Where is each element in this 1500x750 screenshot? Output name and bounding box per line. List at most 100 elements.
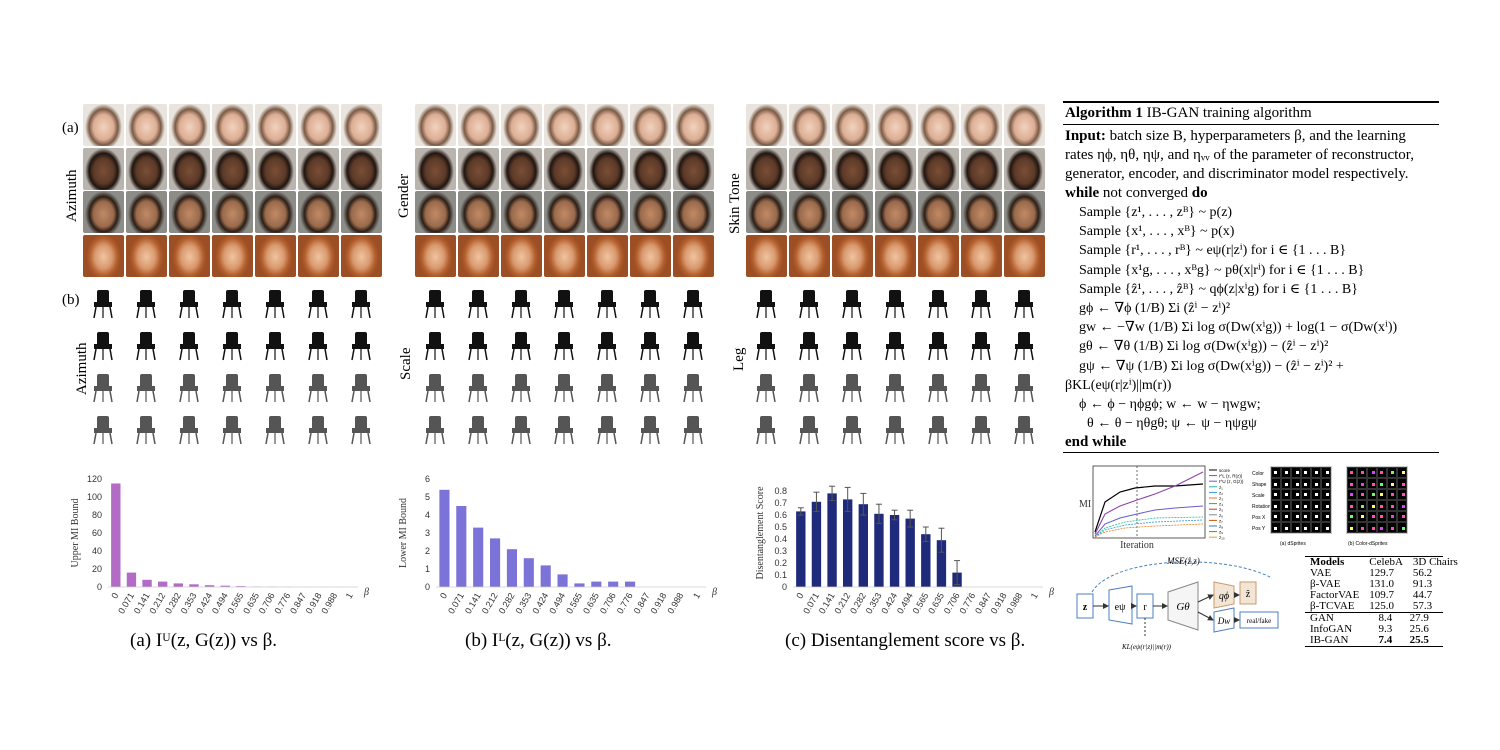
table-cell: 56.2	[1412, 567, 1433, 579]
dsprite-cell	[1301, 478, 1311, 489]
end-while-keyword: end while	[1065, 434, 1127, 450]
face-thumbnail	[341, 104, 382, 146]
chair-thumbnail	[1014, 416, 1034, 445]
caption-upper-mi: (a) Iᵁ(z, G(z)) vs β.	[130, 630, 277, 651]
bar	[189, 584, 199, 587]
discriminator-node-label: Dw	[1217, 616, 1231, 626]
chair-thumbnail	[756, 332, 776, 361]
dsprite-cell	[1387, 511, 1397, 522]
chair-thumbnail	[265, 416, 285, 445]
table-cell: β-TCVAE	[1310, 600, 1355, 612]
mi-legend-entry: z₇	[1219, 518, 1223, 523]
chair-thumbnail	[928, 332, 948, 361]
chair-thumbnail	[425, 332, 445, 361]
bar	[936, 540, 947, 587]
algorithm-line: ϕ ← ϕ − ηϕgϕ; w ← w − ηwgw;	[1079, 397, 1261, 412]
face-thumbnail	[746, 104, 787, 146]
real-fake-node	[1239, 611, 1279, 629]
x-tick-label: 0.141	[463, 591, 483, 616]
mi-legend-entry: z₉	[1219, 530, 1223, 535]
face-thumbnail	[630, 235, 671, 277]
table-cell: 57.3	[1412, 600, 1433, 612]
dsprites-row-labels: Color Shape Scale Rotation Pos X Pos Y	[1252, 469, 1271, 535]
x-tick-label: 0.212	[480, 591, 500, 616]
dsprite-cell	[1301, 522, 1311, 533]
input-keyword: Input:	[1065, 128, 1106, 144]
dsprite-cell	[1301, 467, 1311, 478]
face-thumbnail	[673, 191, 714, 233]
face-thumbnail	[298, 235, 339, 277]
dsprite-cell	[1321, 511, 1331, 522]
face-thumbnail	[789, 191, 830, 233]
table-cell: 27.9	[1409, 612, 1429, 624]
z-node-label: z	[1083, 602, 1088, 613]
face-thumbnail	[832, 235, 873, 277]
face-thumbnail	[1004, 235, 1045, 277]
face-thumbnail	[415, 235, 456, 277]
face-thumbnail	[544, 191, 585, 233]
algorithm-mid-rule	[1063, 124, 1439, 125]
table-cell: 25.5	[1409, 634, 1429, 646]
face-thumbnail	[126, 191, 167, 233]
face-thumbnail	[169, 191, 210, 233]
chair-thumbnail	[885, 416, 905, 445]
bar	[204, 585, 215, 587]
dsprite-cell	[1377, 522, 1387, 533]
dsprite-cell	[1271, 522, 1281, 533]
bar	[126, 572, 137, 587]
chair-thumbnail	[308, 332, 328, 361]
bar	[608, 581, 619, 587]
chair-thumbnail	[554, 332, 574, 361]
chair-thumbnail	[1014, 332, 1034, 361]
chair-thumbnail	[971, 416, 991, 445]
face-panel-label: (a)	[62, 120, 79, 136]
chair-thumbnail	[640, 416, 660, 445]
chair-thumbnail	[179, 290, 199, 319]
face-thumbnail	[875, 235, 916, 277]
face-thumbnail	[832, 104, 873, 146]
bar	[220, 585, 230, 587]
table-cell: GAN	[1310, 612, 1334, 624]
x-tick-label: 0.494	[547, 591, 567, 616]
x-tick-label: 0	[794, 591, 805, 600]
algorithm-line: Sample {ẑ¹, . . . , ẑᴮ} ~ qϕ(z|xⁱg) for …	[1079, 281, 1358, 297]
input-text-1: batch size B, hyperparameters β, and the…	[1109, 128, 1406, 144]
face-thumbnail	[212, 191, 253, 233]
algorithm-line: θ ← θ − ηθgθ; ψ ← ψ − ηψgψ	[1087, 416, 1257, 432]
chair-thumbnail	[928, 374, 948, 403]
y-tick-label: 0	[782, 582, 787, 592]
dsprite-cell	[1357, 478, 1367, 489]
face-thumbnail	[587, 148, 628, 190]
face-thumbnail	[298, 191, 339, 233]
chair-thumbnail	[265, 290, 285, 319]
bar	[142, 579, 152, 587]
chair-thumbnail	[597, 416, 617, 445]
face-thumbnail	[630, 191, 671, 233]
face-thumbnail	[458, 148, 499, 190]
algorithm-bottom-rule	[1063, 452, 1439, 453]
algorithm-line: gϕ ← ∇ϕ (1/B) Σi (ẑⁱ − zⁱ)²	[1079, 301, 1231, 316]
table-cell: 91.3	[1412, 578, 1433, 590]
bar	[456, 506, 467, 587]
dsprite-cell	[1281, 467, 1291, 478]
y-tick-label: 0.5	[774, 522, 787, 532]
dsprite-cell	[1301, 511, 1311, 522]
face-thumbnail	[875, 104, 916, 146]
dsprite-cell	[1271, 511, 1281, 522]
algorithm-body: Input: batch size B, hyperparameters β, …	[1065, 127, 1441, 457]
chair-thumbnail	[554, 416, 574, 445]
chair-thumbnail	[640, 374, 660, 403]
face-thumbnail	[789, 148, 830, 190]
chair-thumbnail	[1014, 374, 1034, 403]
dsprite-cell	[1311, 489, 1321, 500]
dsprite-cell	[1321, 489, 1331, 500]
dsprite-cell	[1397, 478, 1407, 489]
chair-thumbnail	[554, 290, 574, 319]
chair-thumbnail	[136, 416, 156, 445]
dsprites-row-label: Shape	[1252, 482, 1267, 488]
chair-thumbnail	[222, 416, 242, 445]
mi-legend-entry: z₃	[1219, 496, 1223, 501]
face-thumbnail	[298, 148, 339, 190]
table-row: InfoGAN 9.3 25.6	[1305, 624, 1443, 635]
x-tick-label: 0	[109, 591, 120, 600]
